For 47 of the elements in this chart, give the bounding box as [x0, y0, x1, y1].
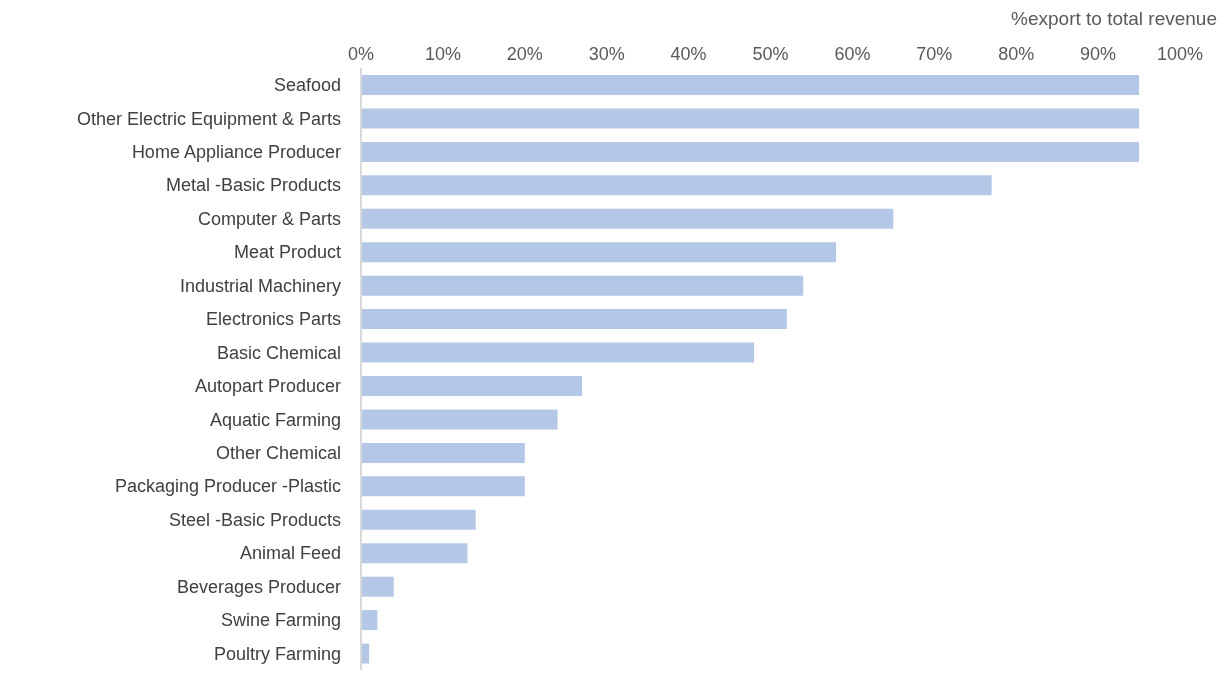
bar: [361, 543, 468, 564]
x-tick-label: 90%: [1080, 44, 1117, 64]
x-tick-label: 20%: [506, 44, 543, 64]
x-tick-label: 60%: [834, 44, 871, 64]
y-tick-label: Seafood: [273, 75, 341, 96]
y-tick-label: Computer & Parts: [197, 208, 341, 229]
y-tick-label: Metal -Basic Products: [165, 175, 341, 196]
bar: [361, 141, 1140, 162]
bar: [361, 576, 394, 597]
y-tick-label: Industrial Machinery: [179, 275, 341, 296]
bar: [361, 409, 558, 430]
x-tick-label: 50%: [752, 44, 789, 64]
y-tick-label: Meat Product: [233, 242, 341, 263]
bar: [361, 309, 787, 330]
y-tick-label: Other Chemical: [215, 443, 341, 463]
bar: [361, 376, 583, 396]
y-tick-label: Electronics Parts: [205, 309, 341, 330]
x-tick-label: 30%: [588, 44, 625, 64]
bar: [361, 242, 837, 263]
y-tick-label: Basic Chemical: [216, 342, 341, 363]
bar: [361, 476, 525, 497]
bar: [361, 75, 1140, 95]
bar: [361, 442, 525, 463]
x-tick-label: 70%: [916, 44, 953, 64]
y-tick-label: Packaging Producer -Plastic: [114, 476, 341, 497]
y-tick-label: Other Electric Equipment & Parts: [76, 108, 341, 129]
y-tick-label: Home Appliance Producer: [131, 142, 341, 162]
y-tick-label: Animal Feed: [239, 543, 341, 564]
y-tick-label: Swine Farming: [220, 610, 341, 631]
bar: [361, 108, 1140, 129]
x-tick-label: 10%: [424, 44, 461, 64]
bar: [361, 610, 378, 631]
y-tick-label: Poultry Farming: [213, 643, 341, 664]
x-tick-label: 80%: [998, 44, 1035, 64]
y-tick-label: Steel -Basic Products: [168, 509, 341, 530]
y-tick-label: Autopart Producer: [194, 376, 341, 397]
bar: [361, 275, 804, 296]
x-tick-label: 100%: [1156, 44, 1204, 64]
bar: [361, 175, 992, 196]
bar: [361, 208, 894, 229]
x-tick-label: 40%: [670, 44, 707, 64]
y-tick-label: Aquatic Farming: [209, 409, 341, 430]
bar: [361, 509, 476, 530]
bar: [361, 342, 755, 363]
x-axis-title: %export to total revenue: [1010, 8, 1218, 30]
x-tick-label: 0%: [347, 44, 375, 64]
y-tick-label: Beverages Producer: [176, 576, 341, 597]
